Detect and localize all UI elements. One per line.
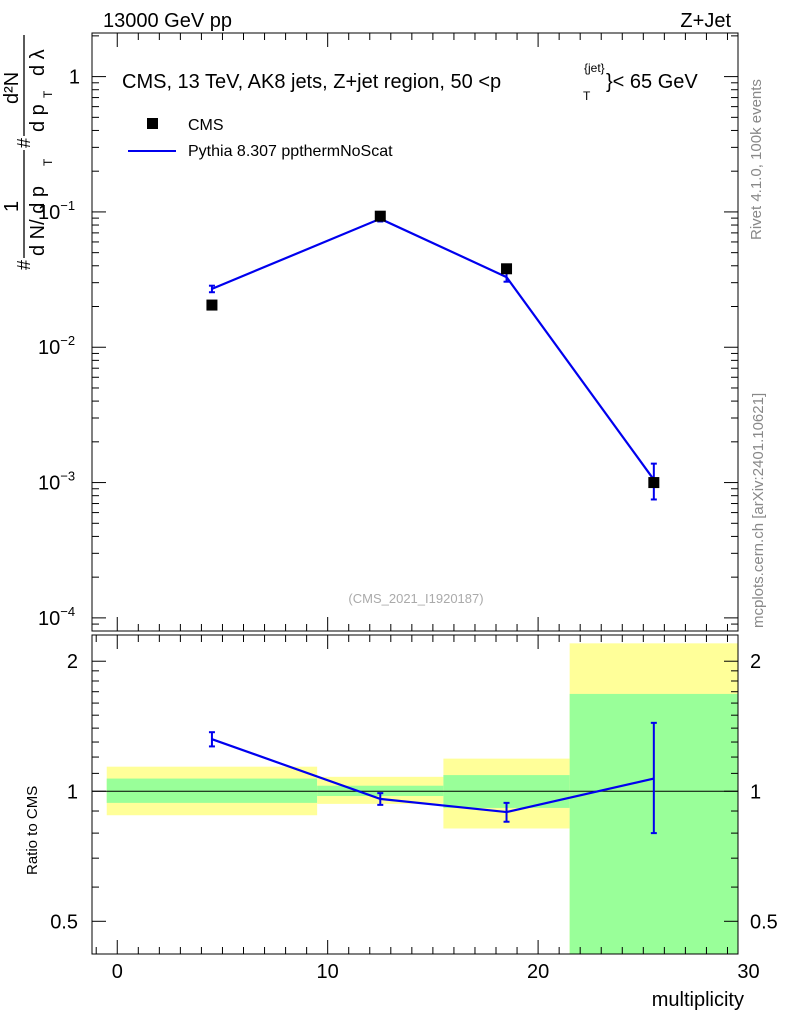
svg-text:d p: d p	[27, 104, 49, 132]
x-tick-label: 20	[527, 961, 549, 983]
rivet-label: Rivet 4.1.0, 100k events	[748, 79, 765, 240]
legend-data-marker	[147, 118, 158, 129]
mcplots-label: mcplots.cern.ch [arXiv:2401.10621]	[750, 393, 767, 628]
ratio-y-tick-label-right: 2	[750, 651, 761, 673]
svg-text:d λ: d λ	[27, 49, 49, 76]
cms-data-point	[206, 299, 218, 311]
plot-title-superscript: {jet}	[584, 61, 605, 75]
energy-label: 13000 GeV pp	[103, 10, 232, 32]
ratio-mc-line	[211, 738, 655, 814]
ratio-panel: 0.5 0.51 12 20 10 20 30	[50, 634, 778, 983]
ratio-y-tick-label: 2	[67, 651, 78, 673]
legend: CMS Pythia 8.307 ppthermNoScat	[128, 117, 393, 160]
legend-mc-label: Pythia 8.307 ppthermNoScat	[188, 143, 393, 160]
svg-text:T: T	[41, 90, 55, 98]
cms-data-point	[501, 263, 513, 275]
ratio-panel-frame	[91, 634, 739, 955]
analysis-id: (CMS_2021_I1920187)	[348, 591, 483, 606]
svg-text:d²N: d²N	[1, 72, 23, 104]
main-y-axis-label: # 1 d N/ d p T # d²N d p T d λ	[1, 35, 55, 270]
plot-title-tail: }< 65 GeV	[606, 71, 698, 93]
main-y-tick-label: 10−2	[38, 333, 75, 359]
cms-data-point	[648, 477, 660, 489]
legend-data-label: CMS	[188, 117, 224, 134]
mc-series-line	[211, 217, 655, 481]
main-y-tick-label: 10−4	[38, 604, 75, 630]
x-tick-label: 30	[737, 961, 759, 983]
main-panel: 10−4 10−3 10−2 10−1 1	[38, 32, 739, 632]
cms-data-point	[374, 210, 386, 222]
plot-title: CMS, 13 TeV, AK8 jets, Z+jet region, 50 …	[122, 71, 501, 93]
svg-text:T: T	[41, 158, 55, 166]
ratio-band-inner	[106, 778, 318, 803]
main-y-tick-label: 1	[69, 67, 80, 89]
ratio-y-tick-label-right: 1	[750, 781, 761, 803]
ratio-y-tick-label-right: 0.5	[750, 911, 778, 933]
ratio-y-axis-label: Ratio to CMS	[24, 786, 41, 875]
plot-title-subscript: T	[583, 89, 591, 103]
svg-text:d N/ d p: d N/ d p	[27, 186, 49, 256]
svg-text:#: #	[14, 260, 34, 270]
process-label: Z+Jet	[680, 10, 731, 32]
x-axis-label: multiplicity	[652, 989, 744, 1011]
x-tick-label: 10	[317, 961, 339, 983]
ratio-y-tick-label: 0.5	[50, 911, 78, 933]
x-tick-label: 0	[112, 961, 123, 983]
main-y-tick-label: 10−3	[38, 469, 75, 495]
ratio-y-tick-label: 1	[67, 781, 78, 803]
main-panel-frame	[91, 32, 739, 632]
svg-text:1: 1	[1, 201, 23, 212]
svg-text:#: #	[14, 138, 34, 148]
main-y-tick-label: 10−1	[38, 198, 75, 224]
